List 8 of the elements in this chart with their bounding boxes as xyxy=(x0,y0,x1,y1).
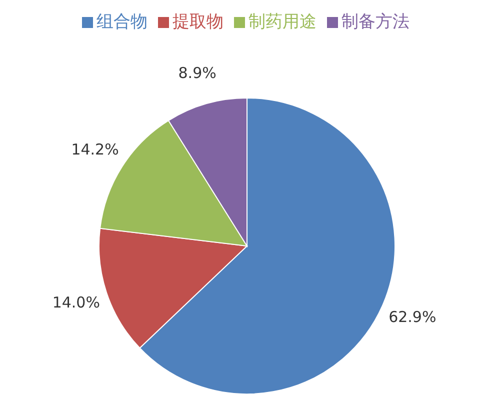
data-label: 8.9% xyxy=(178,64,216,82)
legend-label: 组合物 xyxy=(96,12,148,32)
legend-label: 提取物 xyxy=(172,12,224,32)
data-label: 14.0% xyxy=(52,294,100,312)
legend-label: 制药用途 xyxy=(248,12,316,32)
legend-label: 制备方法 xyxy=(342,12,410,32)
data-label: 62.9% xyxy=(388,308,436,326)
data-label: 14.2% xyxy=(71,140,119,159)
